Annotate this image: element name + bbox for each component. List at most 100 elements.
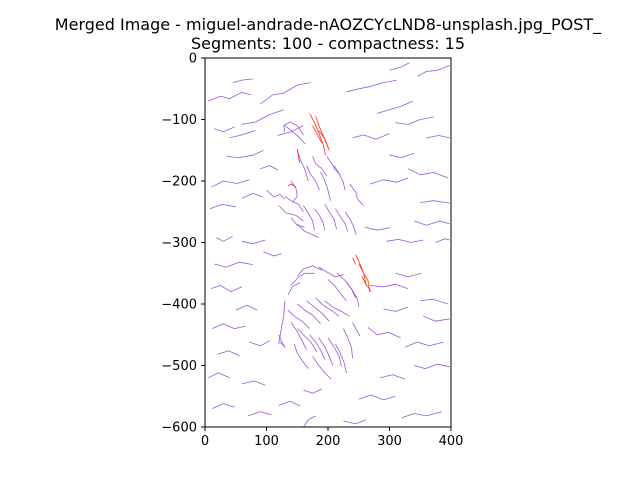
boundary-line-82 xyxy=(346,282,360,308)
boundary-line-17 xyxy=(369,177,409,185)
boundary-line-92 xyxy=(318,337,334,366)
boundary-line-35 xyxy=(367,327,401,339)
boundary-line-14 xyxy=(426,135,450,139)
highlight-line-3 xyxy=(318,130,330,151)
boundary-line-26 xyxy=(263,251,283,257)
boundary-line-86 xyxy=(306,300,330,322)
segment-boundaries xyxy=(207,62,450,428)
boundary-line-55 xyxy=(284,125,306,145)
boundary-line-71 xyxy=(297,223,319,238)
boundary-line-37 xyxy=(423,315,450,322)
boundary-line-76 xyxy=(296,265,323,277)
boundary-line-11 xyxy=(229,130,256,139)
y-tick-label: −300 xyxy=(161,236,197,251)
boundary-line-73 xyxy=(355,194,364,206)
boundary-line-69 xyxy=(335,208,349,232)
boundary-line-3 xyxy=(346,79,397,93)
x-tick-label: 0 xyxy=(201,434,209,449)
boundary-line-83 xyxy=(278,300,286,345)
boundary-line-5 xyxy=(214,126,235,133)
boundary-line-62 xyxy=(333,165,346,191)
boundary-line-56 xyxy=(283,121,304,136)
boundary-line-28 xyxy=(386,238,424,243)
boundary-line-22 xyxy=(241,192,263,199)
boundary-line-72 xyxy=(290,217,305,228)
boundary-line-25 xyxy=(215,235,233,242)
x-axis: 0 100 200 300 400 xyxy=(201,427,463,449)
boundary-line-30 xyxy=(435,238,450,243)
boundary-line-9 xyxy=(389,62,410,71)
boundary-line-41 xyxy=(401,411,442,419)
boundary-line-58 xyxy=(306,165,320,191)
boundary-line-33 xyxy=(420,298,449,305)
y-tick-label: −100 xyxy=(161,113,197,128)
boundary-line-85 xyxy=(297,303,321,324)
boundary-line-70 xyxy=(344,211,357,236)
boundary-line-13 xyxy=(395,116,434,125)
boundary-line-19 xyxy=(211,179,250,188)
boundary-line-27 xyxy=(364,226,390,231)
chart-subtitle: Segments: 100 - compactness: 15 xyxy=(191,34,465,53)
highlight-line-6 xyxy=(355,254,367,286)
boundary-line-46 xyxy=(217,350,240,357)
boundary-line-38 xyxy=(413,363,450,370)
boundary-line-42 xyxy=(343,419,367,425)
boundary-line-10 xyxy=(226,149,264,159)
boundary-line-34 xyxy=(383,306,409,312)
boundary-line-84 xyxy=(287,309,310,329)
boundary-line-57 xyxy=(296,150,309,182)
boundary-line-53 xyxy=(303,388,323,394)
y-tick-label: −600 xyxy=(161,421,197,436)
boundary-line-45 xyxy=(212,323,246,330)
boundary-line-43 xyxy=(211,285,243,293)
x-tick-label: 300 xyxy=(377,434,402,449)
highlight-line-5 xyxy=(287,183,297,188)
boundary-line-16 xyxy=(389,152,415,159)
boundary-line-78 xyxy=(287,282,301,295)
boundary-line-50 xyxy=(212,403,235,409)
boundary-line-31 xyxy=(369,283,409,289)
boundary-line-20 xyxy=(209,203,236,210)
boundary-line-59 xyxy=(312,156,328,177)
boundary-line-8 xyxy=(417,65,450,77)
boundary-line-96 xyxy=(278,334,286,348)
highlight-line-2 xyxy=(312,125,323,144)
boundary-line-97 xyxy=(293,343,309,369)
boundary-line-60 xyxy=(320,171,331,201)
highlight-line-4 xyxy=(296,148,301,163)
boundary-line-98 xyxy=(343,328,353,359)
boundary-line-48 xyxy=(207,372,230,379)
boundary-line-18 xyxy=(420,200,450,204)
boundary-line-93 xyxy=(327,337,342,367)
boundary-line-15 xyxy=(407,168,449,179)
boundary-line-89 xyxy=(290,322,307,351)
y-tick-label: −400 xyxy=(161,298,197,313)
highlight-line-7 xyxy=(358,263,371,292)
boundary-line-66 xyxy=(303,205,315,231)
boundary-line-1 xyxy=(260,82,311,105)
boundary-line-94 xyxy=(335,343,347,373)
boundary-line-4 xyxy=(377,100,414,114)
boundary-line-67 xyxy=(314,208,326,231)
boundary-line-0 xyxy=(207,92,252,102)
boundary-line-32 xyxy=(395,272,422,278)
boundary-line-68 xyxy=(324,204,337,230)
boundary-line-65 xyxy=(278,205,304,222)
boundary-line-29 xyxy=(413,220,450,226)
boundary-line-64 xyxy=(284,196,304,213)
chart-title: Merged Image - miguel-andrade-nAOZCYcLND… xyxy=(55,15,602,35)
x-tick-label: 200 xyxy=(316,434,341,449)
boundary-line-51 xyxy=(247,411,272,417)
boundary-line-49 xyxy=(241,380,266,386)
boundary-line-80 xyxy=(327,279,347,302)
boundary-line-87 xyxy=(315,297,340,317)
boundary-line-36 xyxy=(404,341,444,348)
x-tick-label: 100 xyxy=(254,434,279,449)
boundary-line-44 xyxy=(235,304,258,311)
boundary-line-63 xyxy=(290,180,298,203)
highlight-line-9 xyxy=(352,257,357,265)
boundary-line-40 xyxy=(358,394,396,401)
boundary-line-47 xyxy=(249,340,270,347)
y-tick-label: 0 xyxy=(189,52,197,67)
